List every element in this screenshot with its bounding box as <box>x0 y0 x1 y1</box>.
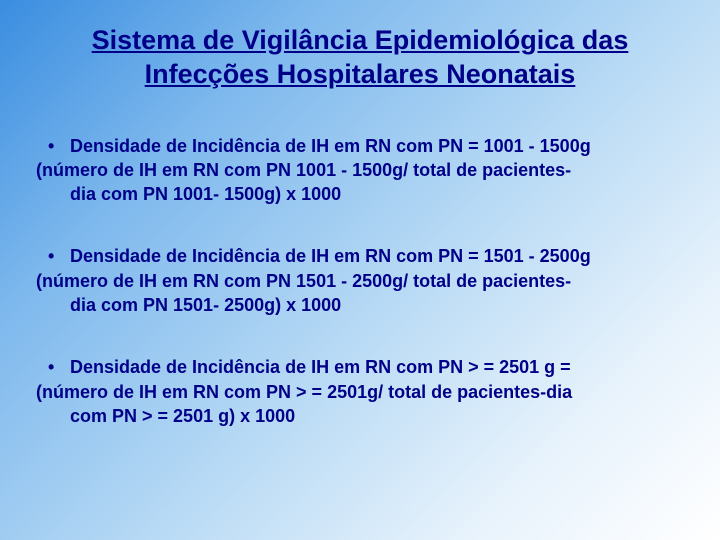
slide-title: Sistema de Vigilância Epidemiológica das… <box>36 24 684 92</box>
slide-container: Sistema de Vigilância Epidemiológica das… <box>0 0 720 486</box>
bullet-dot-icon: • <box>48 355 70 379</box>
bullet-cont: dia com PN 1501- 2500g) x 1000 <box>70 293 684 317</box>
bullet-item-1: •Densidade de Incidência de IH em RN com… <box>36 134 684 207</box>
bullet-dot-icon: • <box>48 134 70 158</box>
bullet-text: Densidade de Incidência de IH em RN com … <box>70 357 571 377</box>
bullet-cont: dia com PN 1001- 1500g) x 1000 <box>70 182 684 206</box>
bullet-dot-icon: • <box>48 244 70 268</box>
bullet-cont: com PN > = 2501 g) x 1000 <box>70 404 684 428</box>
bullet-text: Densidade de Incidência de IH em RN com … <box>70 246 591 266</box>
bullet-line: •Densidade de Incidência de IH em RN com… <box>48 355 684 379</box>
bullet-line: •Densidade de Incidência de IH em RN com… <box>48 244 684 268</box>
bullet-text: Densidade de Incidência de IH em RN com … <box>70 136 591 156</box>
bullet-cont: (número de IH em RN com PN > = 2501g/ to… <box>36 380 684 404</box>
bullet-item-3: •Densidade de Incidência de IH em RN com… <box>36 355 684 428</box>
bullet-cont: (número de IH em RN com PN 1001 - 1500g/… <box>36 158 684 182</box>
bullet-item-2: •Densidade de Incidência de IH em RN com… <box>36 244 684 317</box>
bullet-line: •Densidade de Incidência de IH em RN com… <box>48 134 684 158</box>
bullet-cont: (número de IH em RN com PN 1501 - 2500g/… <box>36 269 684 293</box>
